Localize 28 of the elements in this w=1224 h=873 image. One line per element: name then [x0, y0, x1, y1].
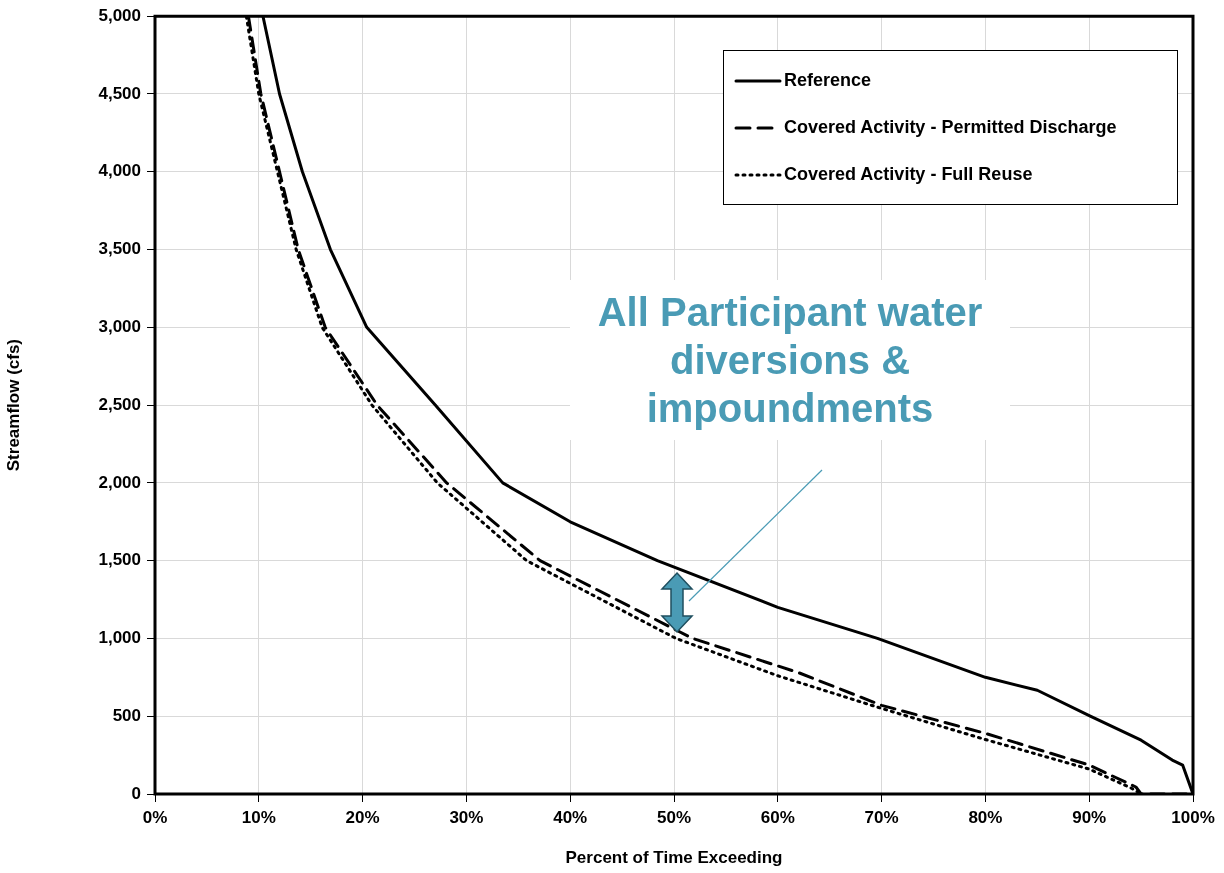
- x-tick-label: 30%: [449, 807, 484, 827]
- x-tick-label: 100%: [1171, 807, 1215, 827]
- y-tick-label: 5,000: [98, 5, 141, 25]
- y-tick-label: 500: [112, 705, 141, 725]
- x-tick-label: 0%: [142, 807, 168, 827]
- y-tick-label: 3,000: [98, 317, 141, 337]
- y-tick-label: 1,000: [98, 628, 141, 648]
- y-tick-label: 4,000: [98, 161, 141, 181]
- legend-label: Covered Activity - Full Reuse: [784, 164, 1033, 186]
- y-tick-label: 1,500: [98, 550, 141, 570]
- legend-label: Reference: [784, 70, 872, 92]
- x-axis-title: Percent of Time Exceeding: [565, 848, 783, 868]
- x-tick-label: 90%: [1072, 807, 1107, 827]
- y-tick-label: 2,500: [98, 394, 141, 414]
- x-tick-label: 10%: [241, 807, 276, 827]
- legend-label: Covered Activity - Permitted Discharge: [784, 117, 1117, 139]
- x-tick-label: 70%: [864, 807, 899, 827]
- x-tick-label: 40%: [553, 807, 588, 827]
- y-tick-label: 4,500: [98, 83, 141, 103]
- y-axis-title: Streamflow (cfs): [3, 338, 23, 472]
- annotation: All Participant water diversions & impoundments: [570, 280, 1010, 440]
- y-tick-label: 0: [131, 783, 141, 803]
- x-tick-label: 20%: [345, 807, 380, 827]
- y-tick-label: 2,000: [98, 472, 141, 492]
- y-tick-label: 3,500: [98, 239, 141, 259]
- x-tick-label: 50%: [656, 807, 692, 827]
- x-tick-label: 80%: [968, 807, 1003, 827]
- x-tick-label: 60%: [760, 807, 795, 827]
